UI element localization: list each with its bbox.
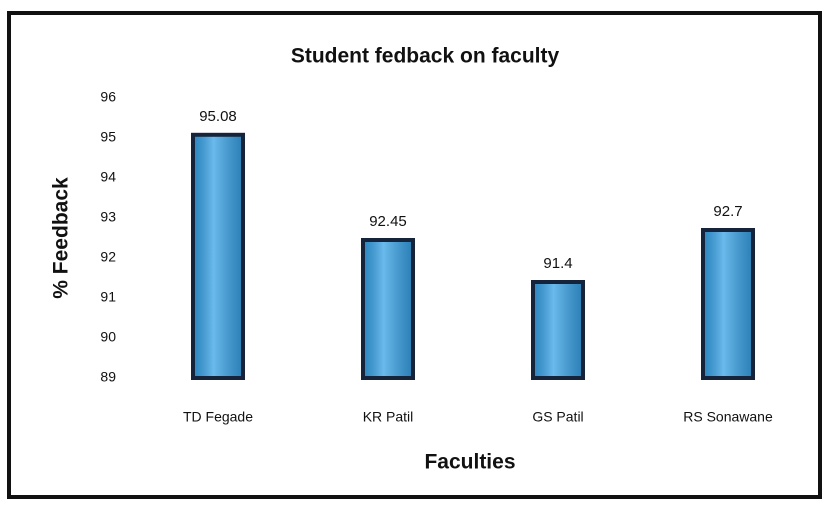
x-tick-label: KR Patil [363, 409, 414, 425]
y-axis-title: % Feedback [50, 177, 73, 299]
y-tick-label: 91 [100, 289, 116, 305]
value-label: 92.45 [369, 213, 407, 230]
y-tick-label: 92 [100, 249, 116, 265]
value-label: 91.4 [543, 255, 572, 272]
bar-shine [705, 232, 751, 376]
value-label: 95.08 [199, 108, 237, 125]
y-tick-label: 94 [100, 169, 116, 185]
y-tick-label: 89 [100, 369, 116, 385]
bar-shine [195, 136, 241, 376]
y-tick-label: 90 [100, 329, 116, 345]
bar-shine [365, 242, 411, 376]
value-label: 92.7 [713, 203, 742, 220]
x-tick-label: RS Sonawane [683, 409, 773, 425]
x-tick-label: GS Patil [532, 409, 583, 425]
y-tick-label: 93 [100, 209, 116, 225]
x-tick-label: TD Fegade [183, 409, 253, 425]
bar-shine [535, 284, 581, 376]
chart-title: Student fedback on faculty [291, 45, 560, 68]
y-tick-label: 96 [100, 89, 116, 105]
x-axis-title: Faculties [424, 451, 515, 474]
y-tick-label: 95 [100, 129, 116, 145]
